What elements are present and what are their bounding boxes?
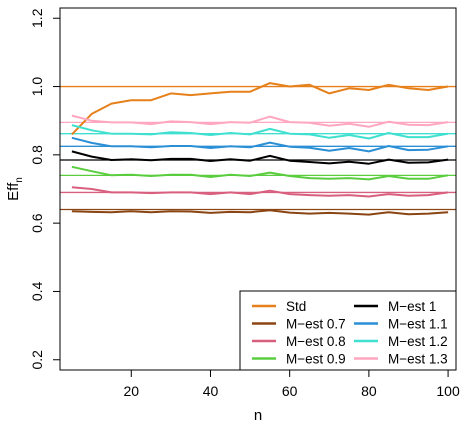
y-tick-label: 0.2 — [29, 350, 45, 370]
legend-box — [239, 290, 457, 371]
x-tick-label: 20 — [123, 383, 139, 399]
x-tick-label: 40 — [203, 383, 219, 399]
x-tick-label: 100 — [436, 383, 460, 399]
x-tick-label: 60 — [282, 383, 298, 399]
legend-label: M−est 0.8 — [286, 334, 346, 349]
y-tick-label: 1.2 — [29, 8, 45, 28]
x-axis: 20 40 60 80 100 — [123, 370, 460, 399]
legend-label: M−est 0.9 — [286, 352, 346, 367]
y-tick-label: 0.4 — [29, 282, 45, 302]
legend-label: M−est 1.2 — [388, 334, 448, 349]
legend-label: M−est 0.7 — [286, 317, 346, 332]
series-line-2 — [71, 186, 449, 198]
y-axis-title-subscript: n — [14, 177, 25, 183]
y-tick-label: 1.0 — [29, 77, 45, 97]
legend-label: M−est 1.1 — [388, 317, 448, 332]
y-axis: 0.2 0.4 0.6 0.8 1.0 1.2 — [29, 8, 60, 369]
series-lines — [71, 82, 449, 216]
series-line-1 — [71, 209, 449, 216]
y-axis-title: Effn — [5, 177, 25, 201]
x-axis-title: n — [254, 407, 262, 424]
y-axis-title-main: Eff — [5, 182, 22, 201]
legend-label: M−est 1.3 — [388, 352, 448, 367]
legend-label: M−est 1 — [388, 299, 436, 314]
legend: Std M−est 0.7 M−est 0.8 M−est 0.9 M−est 1 M−e… — [239, 290, 457, 371]
series-line-6 — [71, 124, 449, 140]
y-tick-label: 0.6 — [29, 213, 45, 233]
series-line-0 — [71, 82, 449, 136]
y-tick-label: 0.8 — [29, 145, 45, 165]
series-line-3 — [71, 165, 449, 181]
x-tick-label: 80 — [361, 383, 377, 399]
series-line-4 — [71, 150, 449, 165]
series-line-5 — [71, 136, 449, 153]
legend-label: Std — [286, 299, 306, 314]
series-line-7 — [71, 114, 449, 128]
